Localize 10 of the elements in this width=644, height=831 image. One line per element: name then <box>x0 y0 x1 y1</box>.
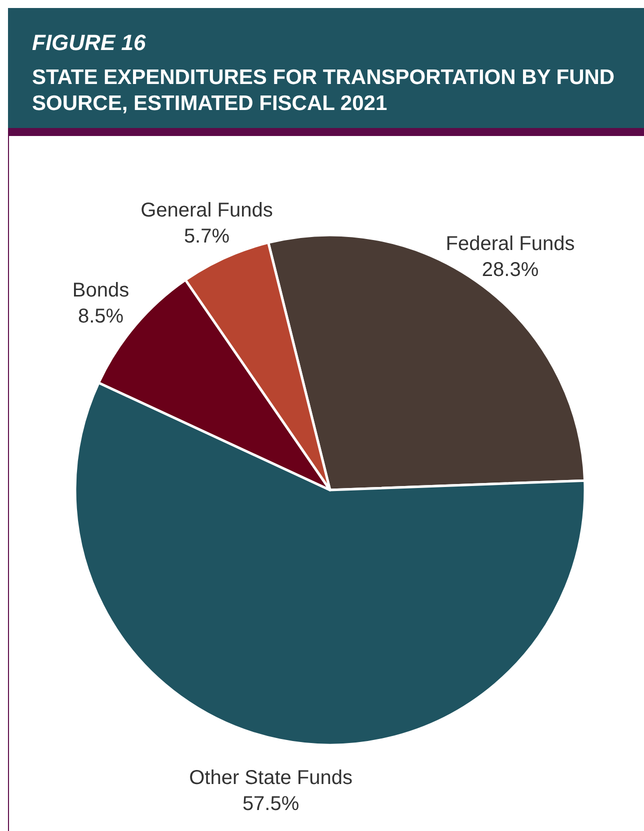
data-label: 28.3% <box>482 259 539 282</box>
slice-label: Bonds <box>72 279 130 302</box>
chart-title: FIGURE 16 <box>32 30 146 55</box>
slice-label: Federal Funds <box>446 233 575 256</box>
chart-subtitle: STATE EXPENDITURES FOR TRANSPORTATION BY FUND SOURCE, ESTIMATED FISCAL 2021 <box>32 66 615 115</box>
slice-label: General Funds <box>140 199 273 222</box>
slice-label: Other State Funds <box>189 767 353 790</box>
data-label: 8.5% <box>78 305 124 328</box>
data-label: 5.7% <box>184 225 230 248</box>
data-label: 57.5% <box>242 793 300 816</box>
